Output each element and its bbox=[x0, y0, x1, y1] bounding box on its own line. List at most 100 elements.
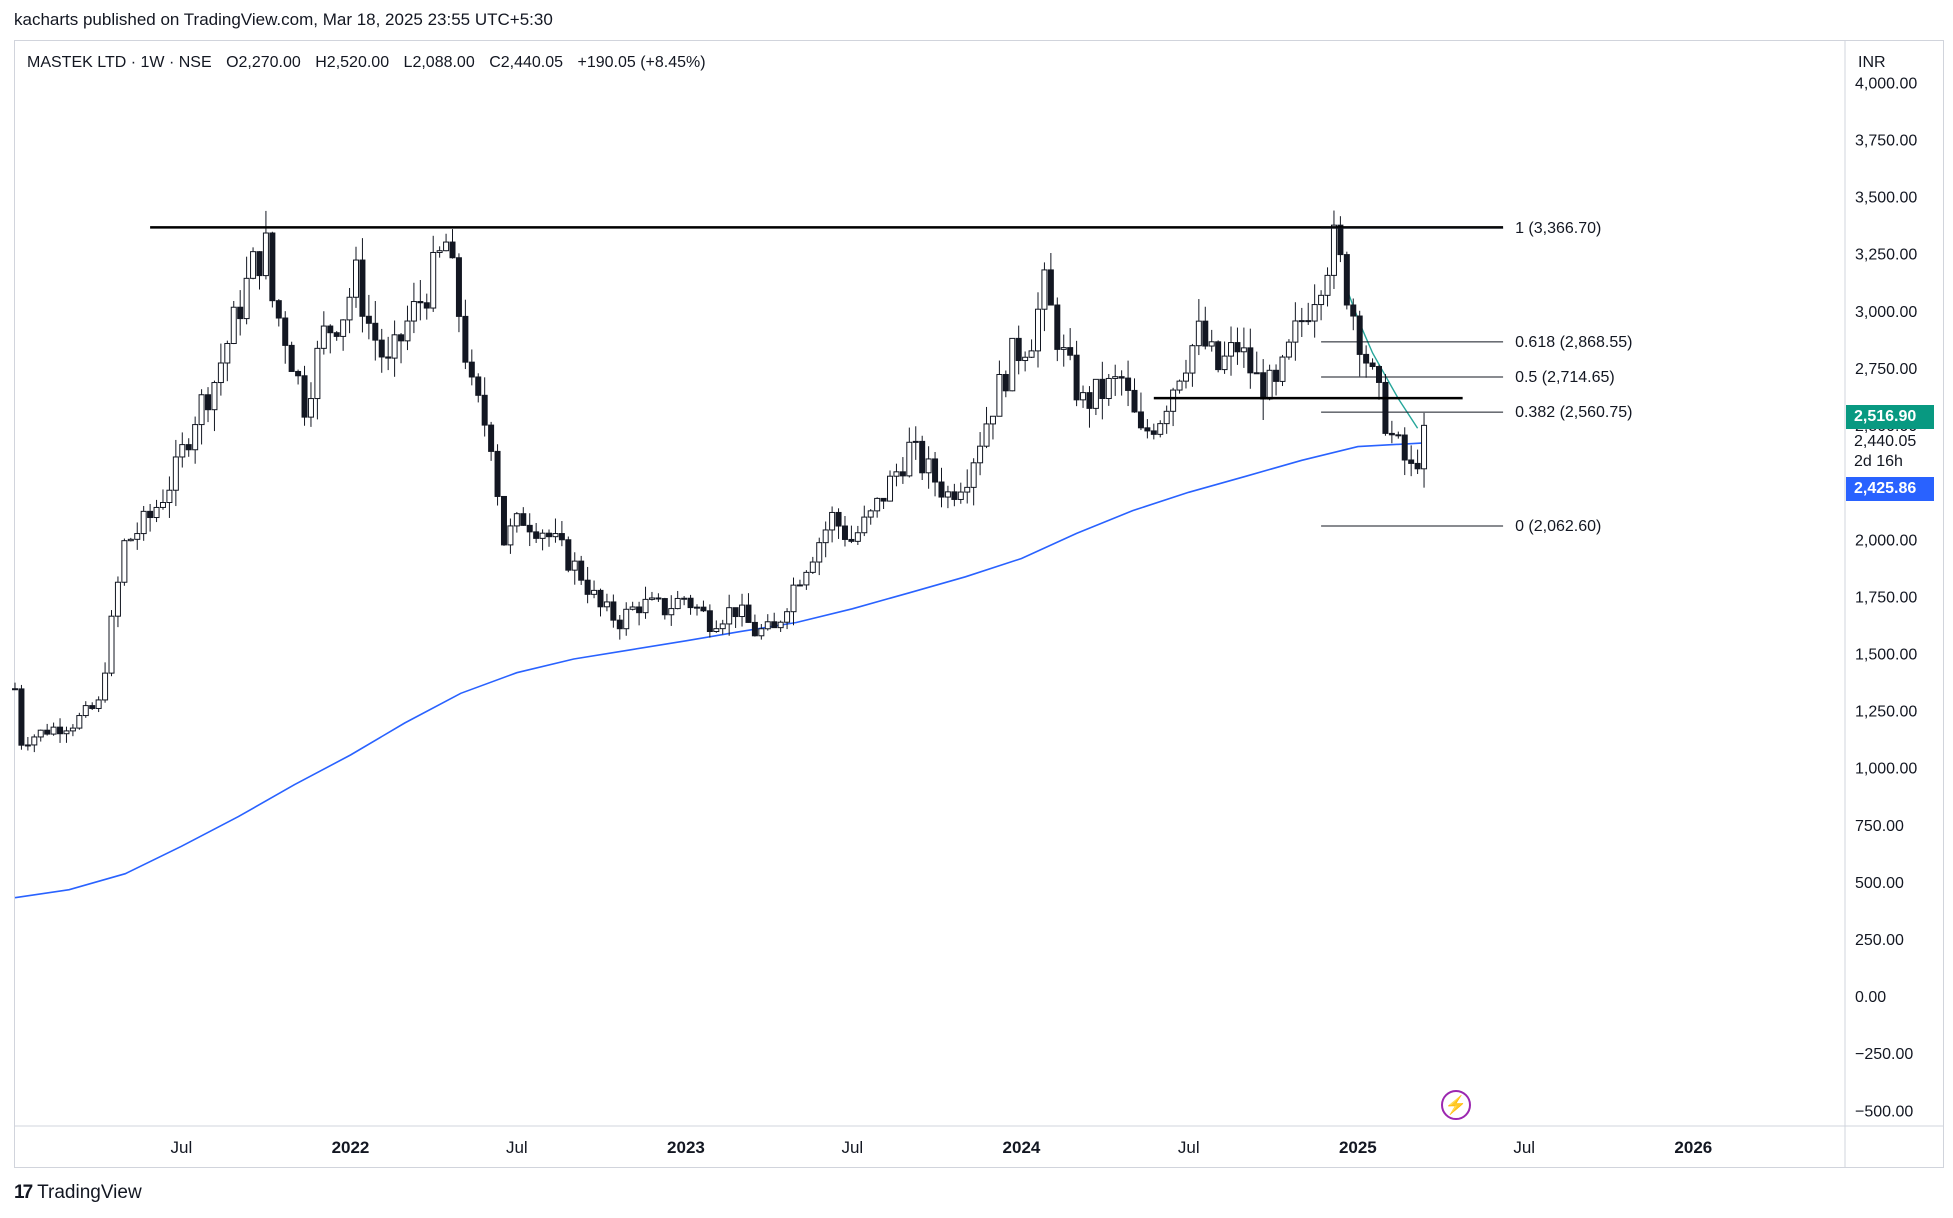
candle-down bbox=[1273, 369, 1280, 382]
y-tick-label: 3,750.00 bbox=[1855, 133, 1917, 150]
ma-value-tag: 2,425.86 bbox=[1846, 477, 1934, 501]
candle-up bbox=[681, 597, 688, 600]
candle-down bbox=[494, 450, 501, 497]
candle-up bbox=[1266, 369, 1273, 400]
candle-up bbox=[1330, 224, 1337, 276]
candle-up bbox=[989, 415, 996, 425]
candle-up bbox=[893, 471, 900, 477]
x-tick-label: 2023 bbox=[667, 1138, 705, 1157]
candle-up bbox=[539, 532, 546, 539]
candle-up bbox=[230, 306, 237, 345]
candle-down bbox=[1002, 373, 1009, 392]
y-tick-label: 3,250.00 bbox=[1855, 247, 1917, 264]
candle-down bbox=[1343, 254, 1350, 306]
candle-down bbox=[89, 705, 96, 709]
candle-down bbox=[597, 589, 604, 608]
candle-down bbox=[1395, 434, 1402, 437]
candle-down bbox=[378, 339, 385, 358]
candle-up bbox=[1022, 356, 1029, 362]
candle-up bbox=[1112, 376, 1119, 379]
legend-close: C2,440.05 bbox=[489, 54, 564, 71]
candle-up bbox=[912, 440, 919, 443]
candle-down bbox=[468, 361, 475, 378]
candle-up bbox=[69, 727, 76, 732]
y-tick-label: 2,000.00 bbox=[1855, 532, 1917, 549]
lightning-icon[interactable]: ⚡ bbox=[1441, 1090, 1471, 1120]
x-tick-label: Jul bbox=[841, 1138, 863, 1157]
fib-level-label: 0 (2,062.60) bbox=[1515, 518, 1601, 535]
candle-up bbox=[314, 347, 321, 400]
candle-up bbox=[1311, 304, 1318, 322]
y-tick-label: 1,250.00 bbox=[1855, 704, 1917, 721]
candle-down bbox=[1234, 342, 1241, 353]
candle-down bbox=[1099, 378, 1106, 400]
candle-down bbox=[44, 729, 51, 735]
candle-up bbox=[790, 584, 797, 613]
candle-up bbox=[320, 325, 327, 349]
candle-up bbox=[1240, 347, 1247, 353]
candle-up bbox=[114, 581, 121, 617]
candle-up bbox=[816, 542, 823, 563]
candle-up bbox=[713, 628, 720, 633]
candle-up bbox=[1105, 377, 1112, 400]
candle-up bbox=[102, 672, 109, 701]
candle-down bbox=[488, 424, 495, 452]
legend-low: L2,088.00 bbox=[403, 54, 475, 71]
candle-down bbox=[1047, 269, 1054, 306]
candle-up bbox=[262, 232, 269, 277]
fib-level-label: 0.5 (2,714.65) bbox=[1515, 369, 1615, 386]
brand-name: TradingView bbox=[37, 1182, 142, 1203]
candle-down bbox=[1375, 366, 1382, 383]
candle-up bbox=[739, 604, 746, 618]
y-tick-label: 4,000.00 bbox=[1855, 75, 1917, 92]
countdown-label: 2d 16h bbox=[1854, 453, 1903, 470]
candle-up bbox=[1163, 410, 1170, 425]
x-tick-label: Jul bbox=[1178, 1138, 1200, 1157]
candle-up bbox=[629, 606, 636, 610]
candle-up bbox=[140, 510, 147, 535]
candle-down bbox=[687, 597, 694, 609]
symbol-legend: MASTEK LTD · 1W · NSE O2,270.00 H2,520.0… bbox=[27, 54, 716, 72]
candle-down bbox=[655, 597, 662, 600]
candle-down bbox=[1363, 353, 1370, 364]
fib-level-label: 0.618 (2,868.55) bbox=[1515, 334, 1632, 351]
candle-up bbox=[410, 301, 417, 322]
candle-up bbox=[822, 529, 829, 544]
candle-down bbox=[661, 598, 668, 616]
candle-down bbox=[295, 370, 302, 377]
candle-down bbox=[919, 440, 926, 474]
candle-up bbox=[243, 277, 250, 320]
candle-up bbox=[436, 250, 443, 253]
candle-up bbox=[192, 424, 199, 451]
x-tick-label: 2022 bbox=[332, 1138, 370, 1157]
candle-down bbox=[938, 481, 945, 498]
candle-down bbox=[751, 621, 758, 637]
candle-up bbox=[24, 744, 31, 747]
candle-down bbox=[546, 532, 553, 538]
candle-down bbox=[1305, 320, 1312, 323]
candle-up bbox=[983, 423, 990, 447]
candle-up bbox=[391, 334, 398, 359]
candle-up bbox=[925, 458, 932, 474]
x-tick-label: Jul bbox=[1513, 1138, 1535, 1157]
currency-label[interactable]: INR bbox=[1858, 54, 1886, 71]
candle-down bbox=[1337, 224, 1344, 256]
tradingview-logo[interactable]: 17 TradingView bbox=[14, 1182, 142, 1204]
candle-down bbox=[1356, 315, 1363, 355]
legend-change: +190.05 (+8.45%) bbox=[577, 54, 706, 71]
candle-down bbox=[1054, 304, 1061, 350]
candle-down bbox=[372, 322, 379, 341]
candle-up bbox=[166, 489, 173, 504]
candle-up bbox=[1157, 423, 1164, 435]
candle-down bbox=[1086, 392, 1093, 409]
y-tick-label: 3,500.00 bbox=[1855, 190, 1917, 207]
candle-down bbox=[951, 491, 958, 500]
candle-up bbox=[693, 606, 700, 609]
y-tick-label: 500.00 bbox=[1855, 875, 1904, 892]
candle-up bbox=[603, 601, 610, 608]
candle-down bbox=[526, 524, 533, 533]
y-tick-label: 1,500.00 bbox=[1855, 646, 1917, 663]
candle-up bbox=[346, 296, 353, 321]
candle-down bbox=[205, 394, 212, 411]
